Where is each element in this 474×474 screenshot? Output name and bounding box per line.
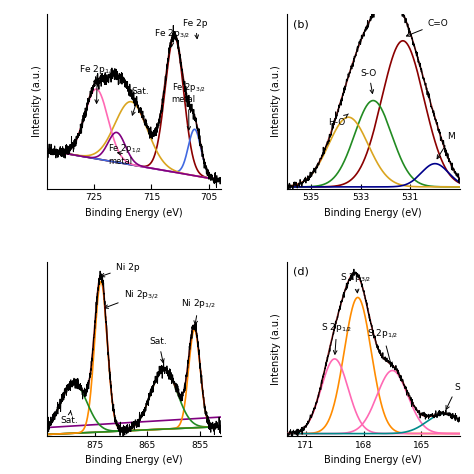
Text: H-O: H-O [328, 114, 348, 128]
Text: Ni 2p$_{1/2}$: Ni 2p$_{1/2}$ [181, 297, 216, 325]
Text: M: M [437, 132, 455, 159]
Y-axis label: Intensity (a.u.): Intensity (a.u.) [271, 313, 281, 385]
Text: Sat.: Sat. [61, 411, 78, 425]
Text: Fe 2p: Fe 2p [183, 19, 208, 38]
X-axis label: Binding Energy (eV): Binding Energy (eV) [85, 208, 183, 218]
Text: Ni 2p$_{3/2}$: Ni 2p$_{3/2}$ [105, 288, 158, 309]
Text: S: S [446, 383, 460, 410]
X-axis label: Binding Energy (eV): Binding Energy (eV) [85, 456, 183, 465]
Y-axis label: Intensity (a.u.): Intensity (a.u.) [271, 65, 281, 137]
Text: S 2p$_{1/2}$: S 2p$_{1/2}$ [321, 321, 353, 354]
Text: Sat.: Sat. [131, 87, 149, 115]
Text: (b): (b) [293, 19, 309, 29]
Text: S 2p$_{1/2}$: S 2p$_{1/2}$ [367, 328, 399, 366]
Text: S 2p$_{3/2}$: S 2p$_{3/2}$ [340, 271, 372, 293]
Y-axis label: Intensity (a.u.): Intensity (a.u.) [32, 65, 42, 137]
Text: Fe 2p$_{1/2}$: Fe 2p$_{1/2}$ [79, 64, 116, 103]
Text: S-O: S-O [361, 69, 377, 93]
Text: C=O: C=O [406, 19, 448, 36]
X-axis label: Binding Energy (eV): Binding Energy (eV) [324, 208, 422, 218]
Text: Ni 2p: Ni 2p [101, 263, 139, 277]
Text: Fe 2p$_{3/2}$: Fe 2p$_{3/2}$ [154, 27, 191, 46]
Text: Fe 2p$_{1/2}$
metal: Fe 2p$_{1/2}$ metal [108, 143, 142, 165]
X-axis label: Binding Energy (eV): Binding Energy (eV) [324, 456, 422, 465]
Text: Sat.: Sat. [150, 337, 167, 363]
Text: (d): (d) [293, 267, 310, 277]
Text: Fe 2p$_{3/2}$
metal: Fe 2p$_{3/2}$ metal [172, 81, 206, 130]
